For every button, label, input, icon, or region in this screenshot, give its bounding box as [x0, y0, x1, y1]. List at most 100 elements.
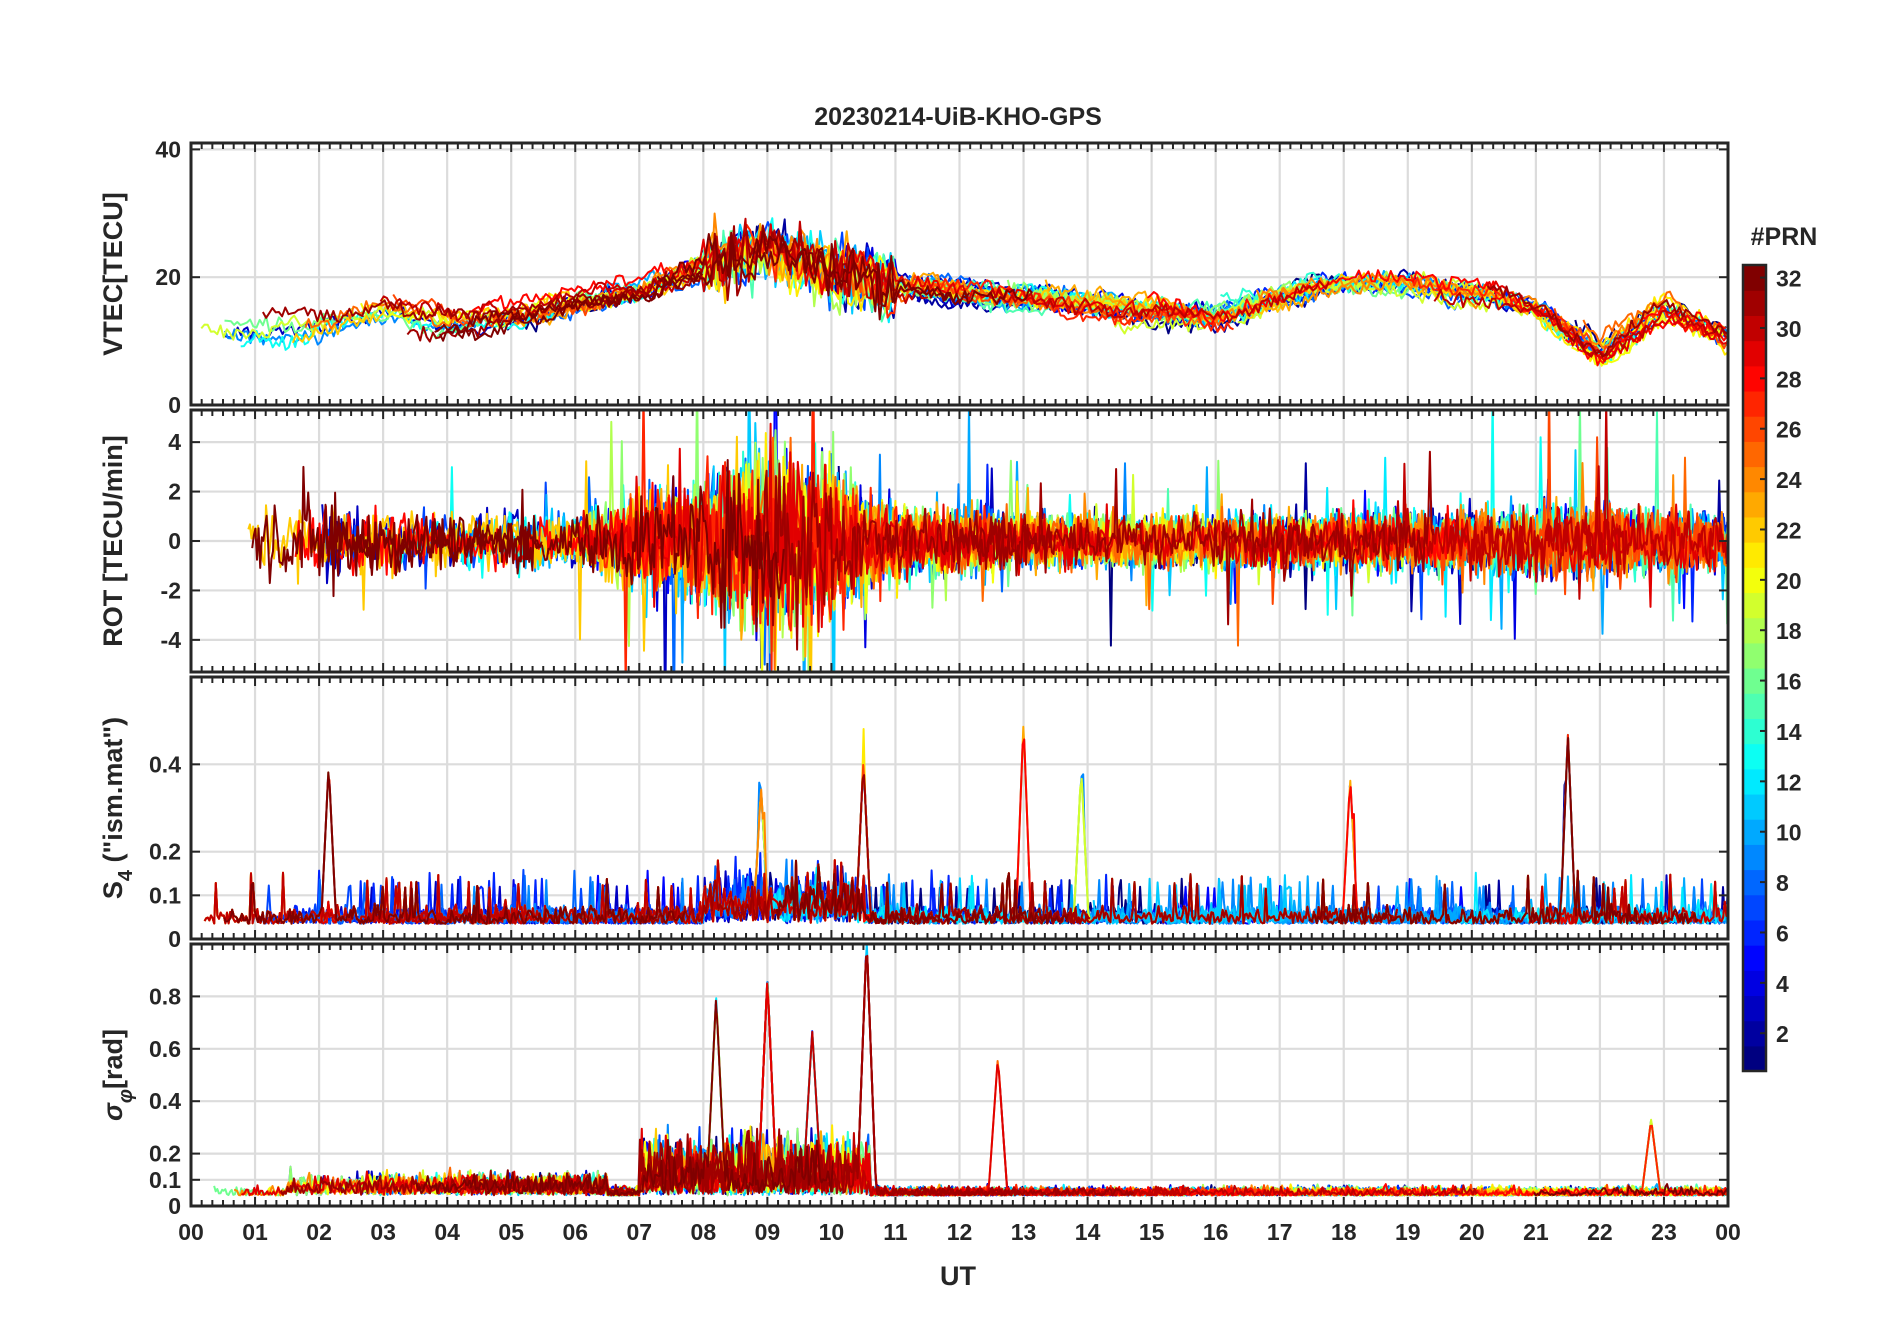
y-tick-label: 4	[168, 429, 181, 455]
series-group	[203, 725, 1728, 925]
y-axis-label: S4 ("ism.mat")	[98, 717, 137, 899]
colorbar-segment	[1743, 290, 1766, 316]
series-prn-32	[251, 459, 785, 633]
colorbar-segment	[1743, 567, 1766, 594]
y-tick-label: 0.4	[149, 751, 181, 777]
x-tick-label: 11	[883, 1219, 908, 1245]
colorbar-segment	[1743, 516, 1766, 543]
panel-1: 0 20 40 VTEC[TECU]	[98, 136, 1730, 418]
x-tick-label: 22	[1587, 1219, 1613, 1245]
colorbar-segment	[1743, 315, 1766, 342]
series-prn-29	[1485, 280, 1727, 363]
colorbar-segment	[1743, 365, 1766, 392]
series-prn-32	[223, 771, 687, 925]
series-prn-23	[752, 223, 963, 303]
colorbar-segment	[1743, 995, 1766, 1022]
x-tick-label: 17	[1267, 1219, 1293, 1245]
colorbar-frame	[1741, 263, 1768, 1073]
colorbar-segment	[1743, 1020, 1766, 1047]
series-prn-28	[471, 262, 668, 313]
panel-4: 00.10.2 0.4 0.6 0.8 σφ[rad]	[98, 942, 1730, 1219]
x-axis: 00 01 02 03 04 05 06 07 08 09 10 11 12 13 14 15 16 17 18 19…	[178, 1219, 1741, 1245]
panel-2: -4 -2 0 2 4 ROT [TECU/min]	[98, 408, 1730, 674]
colorbar-tick-label: 32	[1776, 266, 1802, 292]
colorbar-segment	[1743, 919, 1766, 946]
x-tick-label: 02	[306, 1219, 332, 1245]
series-prn-32	[415, 999, 834, 1197]
colorbar-segment	[1743, 945, 1766, 971]
x-tick-label: 08	[691, 1219, 717, 1245]
series-group	[213, 944, 1728, 1197]
y-label-rest: [rad]	[98, 1029, 128, 1089]
colorbar-segment	[1743, 894, 1766, 921]
series-prn-30	[379, 217, 929, 322]
y-axis-label: ROT [TECU/min]	[98, 435, 128, 646]
colorbar-tick-label: 20	[1776, 568, 1802, 594]
x-tick-label: 09	[755, 1219, 781, 1245]
colorbar-segment	[1743, 693, 1766, 719]
x-tick-label: 20	[1459, 1219, 1485, 1245]
y-label-sub: φ	[115, 1089, 137, 1103]
x-tick-label: 18	[1331, 1219, 1357, 1245]
colorbar-segment	[1743, 642, 1766, 669]
colorbar-segment	[1743, 718, 1766, 745]
series-group	[200, 212, 1728, 367]
x-tick-label: 19	[1395, 1219, 1421, 1245]
x-axis-label: UT	[940, 1261, 976, 1291]
y-label-main: σ	[98, 1102, 128, 1121]
y-axis-label: σφ[rad]	[98, 1029, 137, 1121]
x-tick-label: 03	[370, 1219, 396, 1245]
x-tick-label: 15	[1139, 1219, 1165, 1245]
x-tick-label: 00	[178, 1219, 204, 1245]
series-prn-31	[1027, 873, 1399, 925]
series-prn-32	[775, 859, 1070, 925]
series-prn-32	[1308, 737, 1699, 925]
panel-3: 0 0.1 0.2 0.4 S4 ("ism.mat")	[98, 675, 1730, 952]
colorbar-tick-label: 30	[1776, 316, 1802, 342]
series-prn-29	[576, 447, 1110, 628]
colorbar-segment	[1743, 970, 1766, 997]
colorbar-segment	[1743, 340, 1766, 367]
y-axis-label: VTEC[TECU]	[98, 192, 128, 356]
x-tick-label: 14	[1075, 1219, 1101, 1245]
y-tick-label: 0.2	[149, 839, 181, 865]
colorbar-segment	[1743, 1045, 1766, 1072]
colorbar-tick-label: 28	[1776, 366, 1802, 392]
colorbar-segment	[1743, 768, 1766, 795]
y-tick-label: 40	[155, 136, 181, 162]
colorbar-tick-label: 6	[1776, 920, 1789, 946]
colorbar-segment	[1743, 466, 1766, 493]
x-tick-label: 07	[626, 1219, 652, 1245]
y-tick-label: 0.6	[149, 1036, 181, 1062]
y-tick-label: 0.2	[149, 1141, 181, 1167]
x-tick-label: 16	[1203, 1219, 1229, 1245]
x-tick-label: 13	[1011, 1219, 1037, 1245]
colorbar-segment	[1743, 617, 1766, 644]
series-prn-30	[1528, 873, 1728, 925]
series-prn-30	[988, 279, 1330, 324]
colorbar-segment	[1743, 416, 1766, 442]
colorbar-tick-label: 24	[1776, 467, 1802, 493]
colorbar-segment	[1743, 542, 1766, 568]
series-prn-31	[262, 270, 668, 326]
colorbar-segment	[1743, 793, 1766, 820]
y-tick-label: 20	[155, 264, 181, 290]
series-prn-28	[294, 481, 683, 579]
x-tick-label: 23	[1651, 1219, 1677, 1245]
x-tick-label: 01	[242, 1219, 268, 1245]
y-tick-label: 0	[168, 1193, 181, 1219]
y-label-sub: 4	[115, 869, 137, 881]
colorbar-segment	[1743, 819, 1766, 845]
y-tick-label: 0	[168, 528, 181, 554]
colorbar-tick-label: 14	[1776, 719, 1802, 745]
series-prn-10	[1553, 877, 1728, 925]
series-prn-31	[751, 462, 1053, 651]
colorbar-segment	[1743, 844, 1766, 871]
figure-title: 20230214-UiB-KHO-GPS	[814, 103, 1102, 131]
colorbar-segment	[1743, 390, 1766, 417]
colorbar-tick-label: 4	[1776, 971, 1789, 997]
colorbar-segment	[1743, 265, 1766, 291]
colorbar-segment	[1743, 743, 1766, 770]
x-tick-label: 05	[498, 1219, 524, 1245]
